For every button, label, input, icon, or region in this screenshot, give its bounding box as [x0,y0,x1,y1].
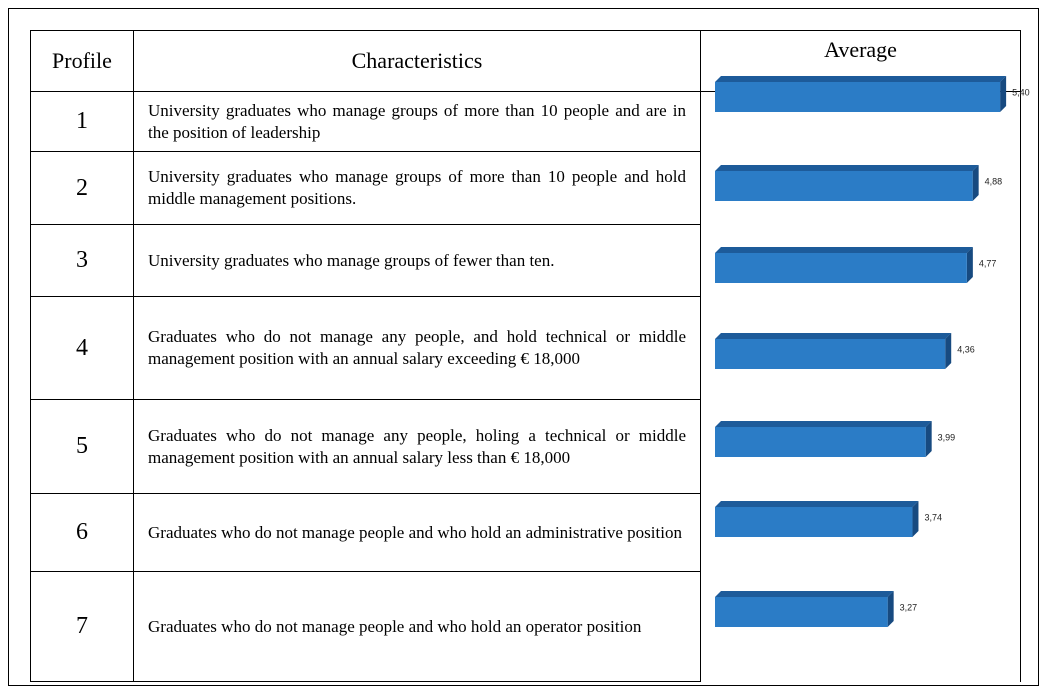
row: 7 Graduates who do not manage people and … [30,571,1021,682]
profile-cell: 4 [30,296,134,400]
value-label: 3,27 [900,602,918,612]
profile-cell: 5 [30,399,134,494]
value-label: 4,77 [979,258,997,268]
row: 3 University graduates who manage groups … [30,224,1021,297]
header-cell: Profile [30,30,134,92]
row: 4 Graduates who do not manage any people,… [30,296,1021,400]
row: 6 Graduates who do not manage people and … [30,493,1021,572]
value-label: 4,88 [985,176,1003,186]
bar-side [912,501,919,537]
value-label: 3,99 [938,432,956,442]
bar-side [925,421,932,457]
value-label: 4,36 [957,344,975,354]
bar [715,171,973,201]
bar [715,339,946,369]
characteristics-cell: Graduates who do not manage any people, … [133,296,701,400]
row: 5 Graduates who do not manage any people,… [30,399,1021,494]
profile-cell: 7 [30,571,134,682]
value-label: 3,74 [924,512,942,522]
frame [8,8,1039,686]
characteristics-cell: Graduates who do not manage people and w… [133,493,701,572]
bar-top [715,501,919,507]
characteristics-cell: Graduates who do not manage people and w… [133,571,701,682]
profile-cell: 1 [30,91,134,152]
bar-top [715,165,979,171]
bar [715,427,926,457]
characteristics-cell: Graduates who do not manage any people, … [133,399,701,494]
value-label: 5,40 [1012,87,1030,97]
profile-cell: 3 [30,224,134,297]
bar-side [972,165,979,201]
characteristics-cell: University graduates who manage groups o… [133,151,701,225]
bar-top [715,247,973,253]
bar-top [715,591,894,597]
bar [715,507,913,537]
bar [715,82,1001,112]
bar-top [715,421,932,427]
bar-top [715,76,1007,82]
bar-side [945,333,952,369]
bar-top [715,333,952,339]
row: 2 University graduates who manage groups … [30,151,1021,225]
bar [715,597,888,627]
bar-side [966,247,973,283]
bar [715,253,967,283]
profile-cell: 6 [30,493,134,572]
bar-side [887,591,894,627]
bar-side [1000,76,1007,112]
header-cell: Characteristics [133,30,701,92]
